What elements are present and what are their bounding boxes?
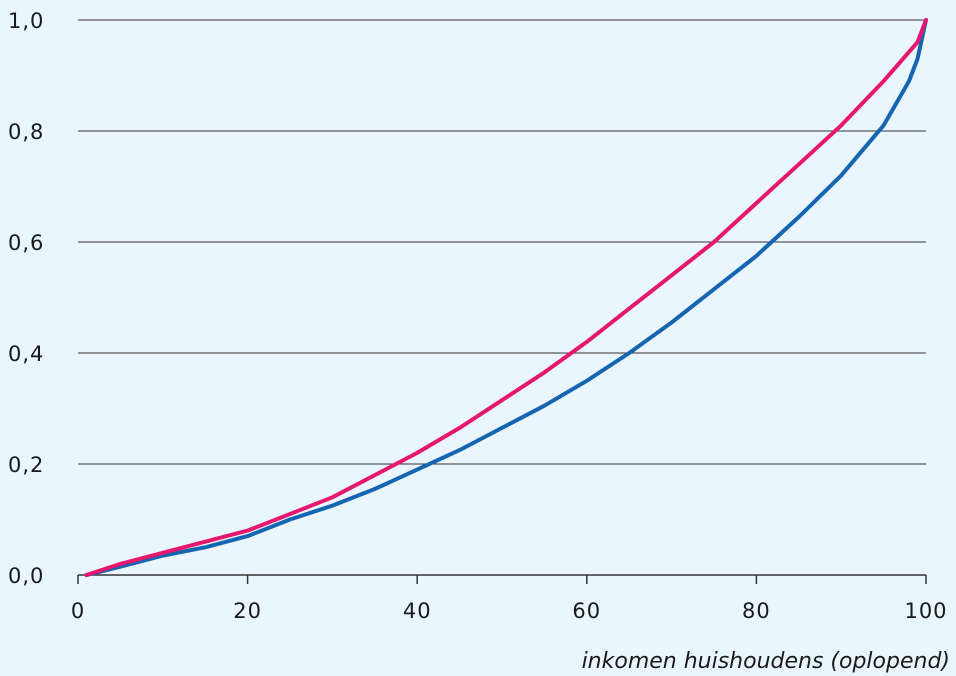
x-tick-label: 20: [233, 599, 262, 623]
y-tick-label: 0,4: [8, 342, 44, 366]
series-line-pink: [84, 18, 928, 577]
series-lines: [84, 18, 928, 577]
y-tick-label: 0,0: [8, 564, 44, 588]
x-tick-label: 40: [403, 599, 432, 623]
x-tick-label: 100: [904, 599, 947, 623]
x-tick-label: 60: [572, 599, 601, 623]
x-tick-label: 80: [742, 599, 771, 623]
x-axis-title: inkomen huishoudens (oplopend): [582, 649, 950, 674]
y-tick-label: 0,8: [8, 120, 44, 144]
x-tick-label: 0: [71, 599, 85, 623]
series-line-blue: [84, 18, 928, 577]
gridlines: [78, 19, 926, 465]
y-tick-label: 0,2: [8, 453, 44, 477]
y-tick-label: 0,6: [8, 231, 44, 255]
tick-labels: 0,0 0,2 0,4 0,6 0,8 1,0 0 20 40 60 80 100: [8, 9, 947, 623]
axes: [77, 574, 927, 584]
y-tick-label: 1,0: [8, 9, 44, 33]
